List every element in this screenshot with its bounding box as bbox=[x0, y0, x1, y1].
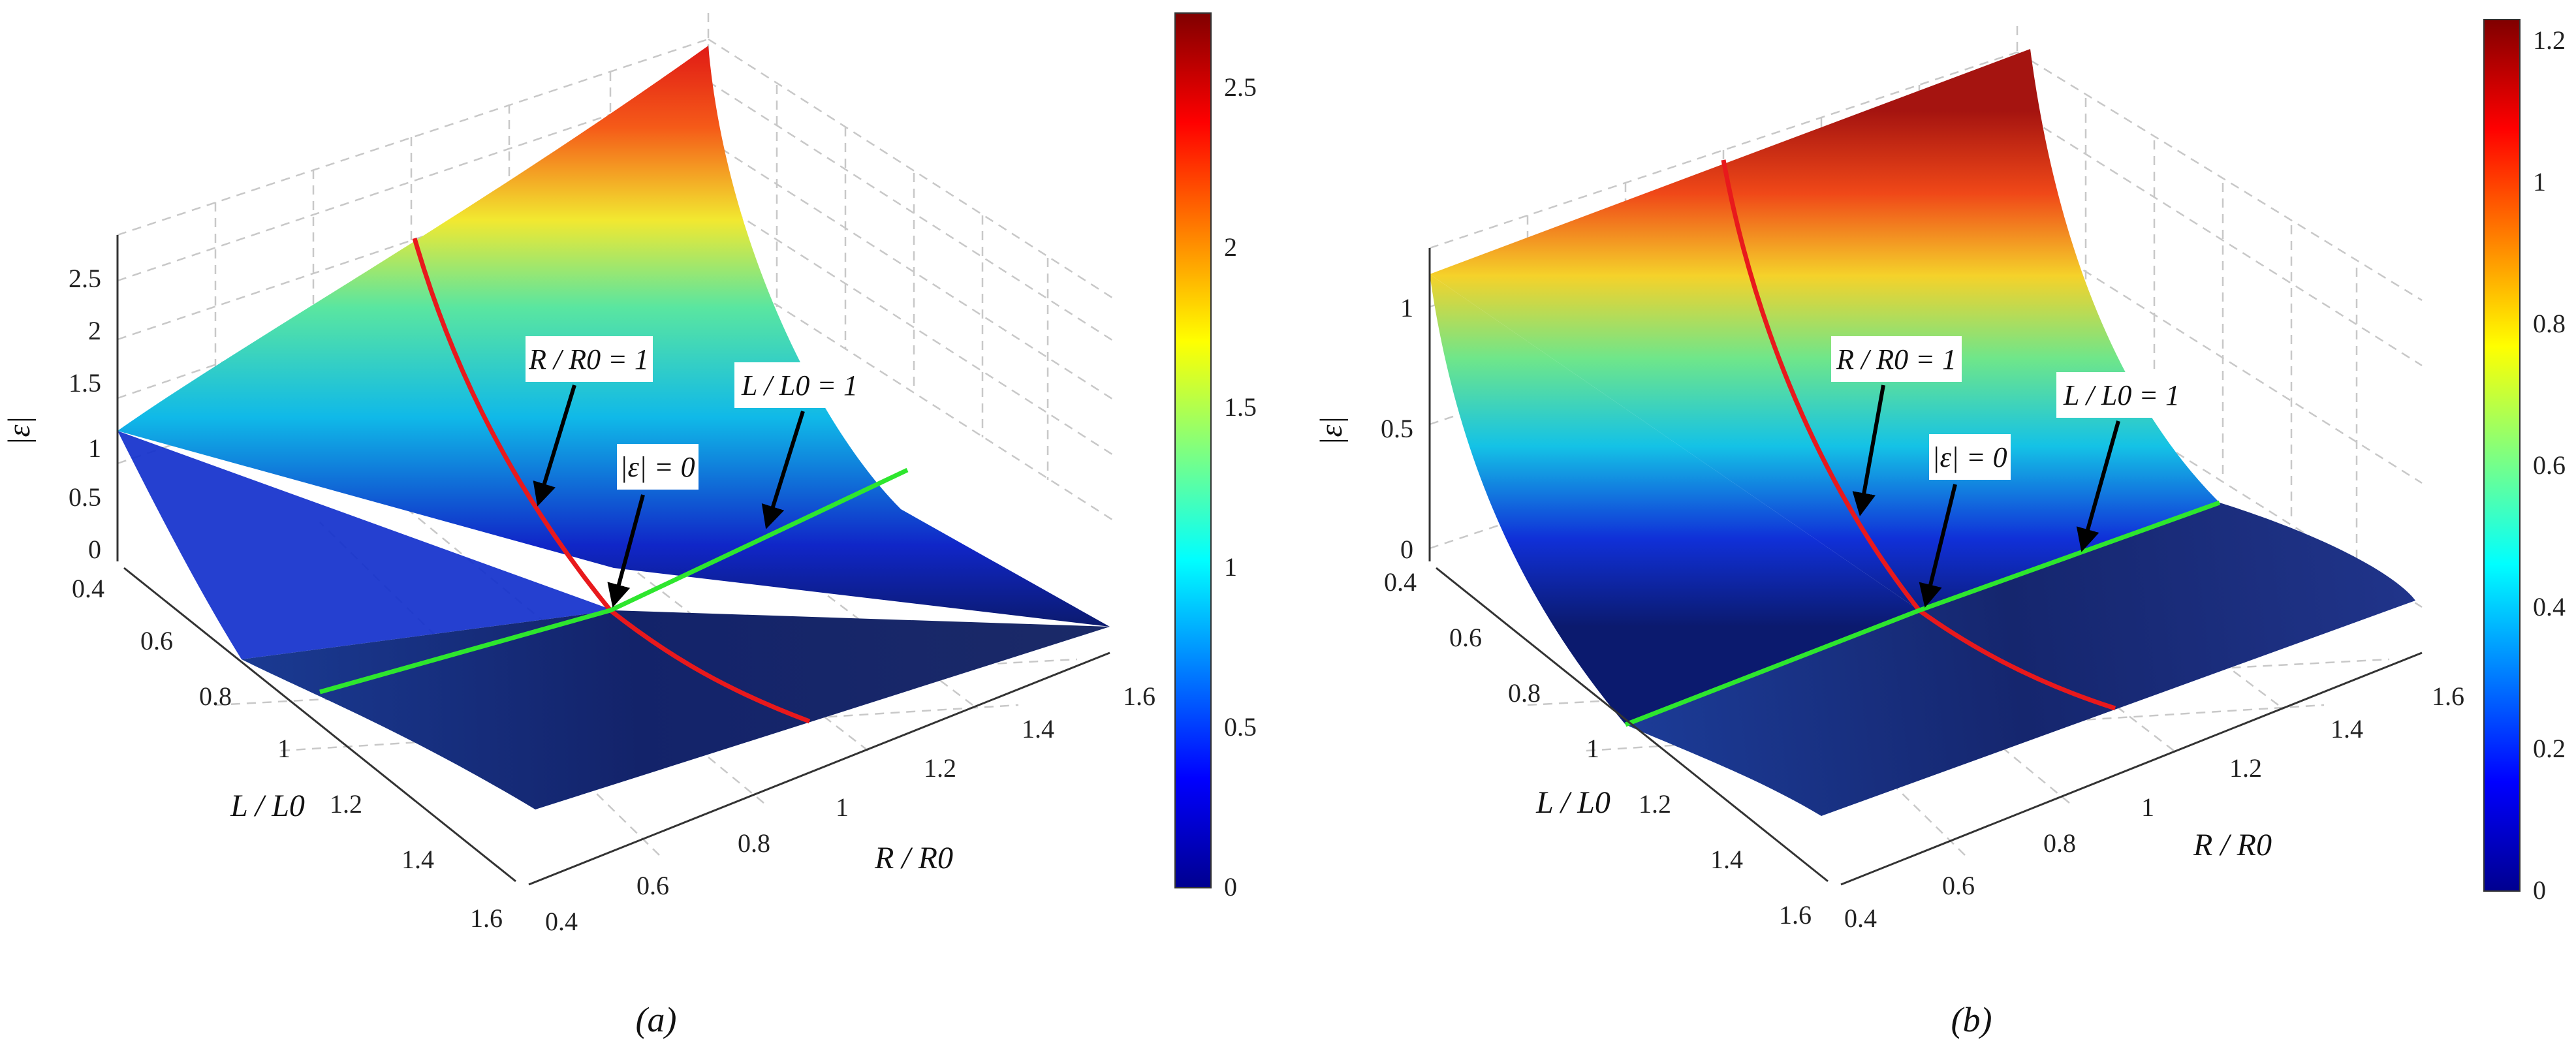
cbar-tick-b-3: 0.6 bbox=[2533, 450, 2566, 480]
surface-b bbox=[1430, 49, 2220, 610]
panel-b: 0 0.5 1 |ε| 0.4 0.6 0.8 1 1.2 1.4 1.6 L … bbox=[1314, 19, 2566, 1039]
z-label-b: |ε| bbox=[1314, 416, 1349, 445]
annotation-l-b: L / L0 = 1 bbox=[2063, 379, 2180, 411]
y-tick-b-1: 0.6 bbox=[1449, 623, 1482, 652]
z-tick-a-5: 2.5 bbox=[69, 264, 101, 293]
z-tick-b-2: 1 bbox=[1400, 293, 1413, 322]
x-tick-a-5: 1.4 bbox=[1022, 714, 1054, 744]
y-label-b: L / L0 bbox=[1535, 785, 1610, 820]
y-tick-a-3: 1 bbox=[277, 734, 291, 763]
z-tick-a-1: 0.5 bbox=[69, 482, 101, 512]
surface-a-lower bbox=[242, 610, 1110, 809]
x-tick-a-2: 0.8 bbox=[738, 828, 770, 858]
y-tick-a-6: 1.6 bbox=[470, 903, 503, 933]
x-tick-a-4: 1.2 bbox=[924, 753, 956, 783]
subtitle-a: (a) bbox=[636, 1000, 677, 1039]
colorbar-b: 0 0.2 0.4 0.6 0.8 1 1.2 bbox=[2483, 19, 2566, 905]
z-label-a: |ε| bbox=[2, 416, 37, 445]
x-tick-b-0: 0.4 bbox=[1844, 903, 1877, 933]
x-tick-a-6: 1.6 bbox=[1123, 682, 1155, 711]
cbar-tick-b-5: 1 bbox=[2533, 167, 2546, 196]
panel-a: 0 0.5 1 1.5 2 2.5 |ε| 0.4 0.6 0.8 1 1.2 … bbox=[2, 12, 1257, 1039]
y-tick-a-4: 1.2 bbox=[330, 789, 362, 819]
z-axis-b: 0 0.5 1 |ε| bbox=[1314, 248, 1431, 564]
y-tick-b-2: 0.8 bbox=[1508, 678, 1541, 708]
cbar-tick-b-0: 0 bbox=[2533, 875, 2546, 905]
y-label-a: L / L0 bbox=[230, 789, 305, 823]
z-tick-a-0: 0 bbox=[88, 535, 101, 564]
y-tick-a-0: 0.4 bbox=[72, 574, 104, 603]
y-tick-a-1: 0.6 bbox=[140, 626, 173, 655]
annotation-z-b: |ε| = 0 bbox=[1932, 441, 2007, 473]
surface-a-front bbox=[118, 431, 614, 659]
surface-b-lower bbox=[1626, 503, 2415, 816]
annotation-z-a: |ε| = 0 bbox=[620, 451, 695, 483]
z-axis-a: 0 0.5 1 1.5 2 2.5 |ε| bbox=[2, 235, 119, 564]
annotation-r-b: R / R0 = 1 bbox=[1836, 343, 1956, 375]
annotations-a: R / R0 = 1 |ε| = 0 L / L0 = 1 bbox=[526, 336, 865, 608]
x-tick-a-1: 0.6 bbox=[636, 871, 669, 900]
z-tick-a-3: 1.5 bbox=[69, 368, 101, 398]
annotations-b: R / R0 = 1 |ε| = 0 L / L0 = 1 bbox=[1831, 336, 2187, 608]
x-tick-a-0: 0.4 bbox=[545, 907, 578, 936]
colorbar-a: 0 0.5 1 1.5 2 2.5 bbox=[1174, 12, 1257, 902]
cbar-tick-a-5: 2.5 bbox=[1224, 72, 1257, 102]
y-tick-a-5: 1.4 bbox=[401, 845, 434, 874]
z-tick-a-2: 1 bbox=[88, 433, 101, 463]
x-tick-b-6: 1.6 bbox=[2432, 682, 2464, 711]
cbar-tick-a-1: 0.5 bbox=[1224, 712, 1257, 742]
x-tick-b-2: 0.8 bbox=[2043, 828, 2076, 858]
curve-l-a bbox=[319, 467, 909, 695]
x-label-b: R / R0 bbox=[2193, 828, 2272, 862]
x-axis-a: 0.4 0.6 0.8 1 1.2 1.4 1.6 R / R0 bbox=[528, 651, 1155, 936]
subtitle-b: (b) bbox=[1951, 1000, 1992, 1039]
cbar-tick-a-4: 2 bbox=[1224, 232, 1237, 262]
y-tick-a-2: 0.8 bbox=[199, 682, 232, 711]
curve-r-a bbox=[412, 238, 811, 724]
y-tick-b-4: 1.2 bbox=[1639, 789, 1671, 819]
y-tick-b-5: 1.4 bbox=[1710, 845, 1743, 874]
annotation-r-a: R / R0 = 1 bbox=[528, 343, 649, 375]
z-tick-b-1: 0.5 bbox=[1381, 414, 1413, 443]
z-tick-b-0: 0 bbox=[1400, 535, 1413, 564]
cbar-tick-a-0: 0 bbox=[1224, 872, 1237, 902]
cbar-tick-b-4: 0.8 bbox=[2533, 309, 2566, 338]
y-axis-b: 0.4 0.6 0.8 1 1.2 1.4 1.6 L / L0 bbox=[1384, 567, 1829, 930]
curve-r-b bbox=[1721, 159, 2116, 711]
x-label-a: R / R0 bbox=[874, 841, 953, 875]
surface-b-front bbox=[1430, 274, 1919, 725]
x-tick-b-1: 0.6 bbox=[1942, 871, 1975, 900]
x-axis-b: 0.4 0.6 0.8 1 1.2 1.4 1.6 R / R0 bbox=[1840, 651, 2464, 933]
cbar-tick-a-2: 1 bbox=[1224, 552, 1237, 582]
x-tick-a-3: 1 bbox=[836, 792, 849, 822]
z-tick-a-4: 2 bbox=[88, 316, 101, 345]
y-axis-a: 0.4 0.6 0.8 1 1.2 1.4 1.6 L / L0 bbox=[72, 567, 516, 933]
annotation-l-a: L / L0 = 1 bbox=[741, 369, 858, 401]
curve-l-b bbox=[1624, 500, 2221, 727]
cbar-tick-a-3: 1.5 bbox=[1224, 392, 1257, 422]
y-tick-b-3: 1 bbox=[1586, 734, 1599, 763]
x-tick-b-5: 1.4 bbox=[2331, 714, 2363, 744]
y-tick-b-6: 1.6 bbox=[1779, 900, 1812, 930]
y-tick-b-0: 0.4 bbox=[1384, 567, 1417, 597]
x-tick-b-3: 1 bbox=[2141, 792, 2154, 822]
cbar-tick-b-6: 1.2 bbox=[2533, 25, 2566, 55]
cbar-tick-b-1: 0.2 bbox=[2533, 734, 2566, 763]
x-tick-b-4: 1.2 bbox=[2229, 753, 2262, 783]
cbar-tick-b-2: 0.4 bbox=[2533, 592, 2566, 621]
